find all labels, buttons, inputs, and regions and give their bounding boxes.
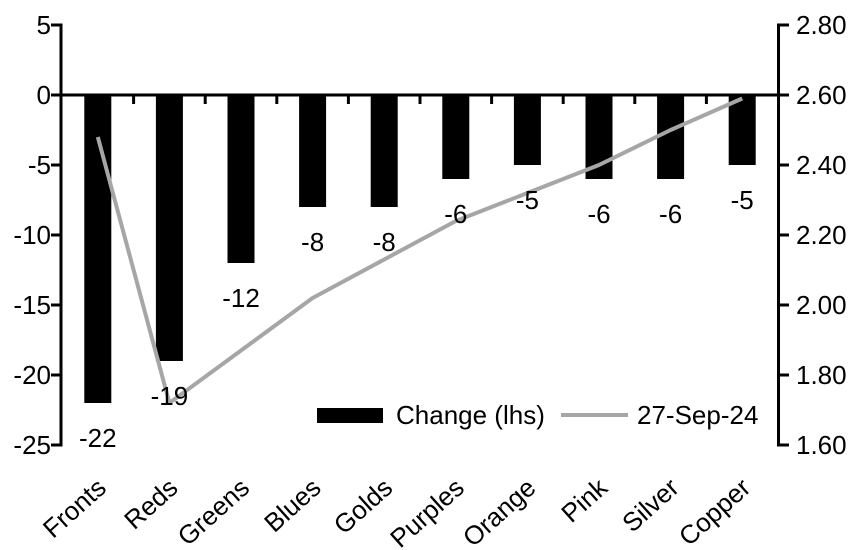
bar-value-label-blues: -8: [301, 227, 324, 257]
bar-purples: [442, 95, 470, 179]
bar-silver: [657, 95, 685, 179]
bar-value-label-greens: -12: [222, 283, 260, 313]
left-axis-tick: [51, 443, 61, 447]
category-label-reds: Reds: [118, 472, 183, 535]
bar-value-label-orange: -5: [516, 185, 539, 215]
right-axis-tick-label: 2.80: [796, 10, 847, 40]
bar-value-label-pink: -6: [587, 199, 610, 229]
x-axis-tick: [633, 95, 637, 104]
x-axis-tick: [418, 95, 422, 104]
right-axis-tick: [779, 303, 789, 307]
right-axis-tick-label: 2.60: [796, 80, 847, 110]
x-axis-tick: [275, 95, 279, 104]
bar-copper: [728, 95, 756, 165]
series-line-27-sep-24: [95, 96, 744, 405]
left-axis-tick-label: -25: [13, 430, 51, 460]
left-axis-tick-label: 5: [37, 10, 51, 40]
bar-fronts: [84, 95, 112, 403]
x-axis-tick: [346, 95, 350, 104]
left-axis-tick: [51, 23, 61, 27]
x-axis-tick: [203, 95, 207, 104]
left-axis-tick-label: -10: [13, 220, 51, 250]
right-axis-tick-label: 2.20: [796, 220, 847, 250]
right-axis-tick-label: 2.40: [796, 150, 847, 180]
right-axis-tick: [779, 233, 789, 237]
left-axis-tick: [51, 93, 61, 97]
left-axis-tick: [51, 233, 61, 237]
right-axis-tick-label: 1.80: [796, 360, 847, 390]
right-axis-tick: [779, 163, 789, 167]
right-axis-line: [777, 23, 780, 447]
right-axis-tick: [779, 93, 789, 97]
right-axis-tick: [779, 23, 789, 27]
bar-value-label-silver: -6: [659, 199, 682, 229]
x-axis-tick: [704, 95, 708, 104]
category-label-purples: Purples: [384, 472, 470, 550]
left-axis-tick-label: 0: [37, 80, 51, 110]
category-label-orange: Orange: [457, 472, 542, 550]
bar-value-label-golds: -8: [373, 227, 396, 257]
left-axis-tick: [51, 373, 61, 377]
x-axis-tick: [490, 95, 494, 104]
x-axis-tick: [561, 95, 565, 104]
category-label-fronts: Fronts: [37, 472, 112, 544]
bar-reds: [155, 95, 183, 361]
category-label-blues: Blues: [258, 472, 326, 538]
left-axis-tick-label: -20: [13, 360, 51, 390]
bar-orange: [513, 95, 541, 165]
bar-greens: [227, 95, 255, 263]
x-axis-tick: [132, 95, 136, 104]
right-axis-tick-label: 1.60: [796, 430, 847, 460]
category-label-copper: Copper: [673, 472, 757, 550]
left-axis-tick-label: -5: [28, 150, 51, 180]
bar-blues: [299, 95, 327, 207]
bar-value-label-purples: -6: [444, 199, 467, 229]
category-label-greens: Greens: [172, 472, 255, 550]
category-label-pink: Pink: [555, 471, 613, 528]
left-axis-tick-label: -15: [13, 290, 51, 320]
left-axis-tick: [51, 163, 61, 167]
right-axis-tick: [779, 443, 789, 447]
bar-golds: [370, 95, 398, 207]
bar-value-label-reds: -19: [151, 381, 189, 411]
right-axis-tick: [779, 373, 789, 377]
left-axis-tick: [51, 303, 61, 307]
bar-value-label-fronts: -22: [79, 423, 117, 453]
right-axis-tick-label: 2.00: [796, 290, 847, 320]
bar-value-label-copper: -5: [731, 185, 754, 215]
